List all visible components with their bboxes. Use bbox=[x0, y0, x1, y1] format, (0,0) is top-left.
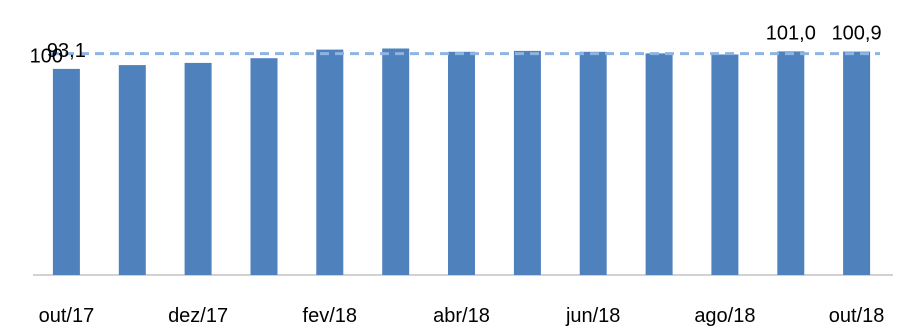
bar-mai-18 bbox=[513, 50, 541, 276]
bar-jun-18 bbox=[579, 51, 607, 275]
bar-out-17 bbox=[52, 68, 80, 276]
x-tick-label-fev-18: fev/18 bbox=[303, 305, 357, 327]
x-tick-label-abr-18: abr/18 bbox=[433, 305, 490, 327]
data-label-out-17: 93,1 bbox=[47, 40, 86, 62]
x-tick-label-jun-18: jun/18 bbox=[565, 305, 621, 327]
bar-nov-17 bbox=[118, 65, 146, 275]
bar-jul-18 bbox=[645, 53, 673, 276]
bar-fev-18 bbox=[316, 49, 344, 275]
bar-ago-18 bbox=[711, 54, 739, 275]
data-label-set-18: 101,0 bbox=[766, 22, 816, 44]
x-tick-label-out-18: out/18 bbox=[829, 305, 885, 327]
bars-group bbox=[52, 48, 871, 276]
bar-set-18 bbox=[777, 51, 805, 276]
bar-dez-17 bbox=[184, 62, 212, 276]
x-tick-label-dez-17: dez/17 bbox=[168, 305, 228, 327]
x-tick-labels-group: out/17 dez/17 fev/18 abr/18 jun/18 ago/18 out/… bbox=[39, 305, 885, 327]
x-tick-label-ago-18: ago/18 bbox=[694, 305, 755, 327]
bar-mar-18 bbox=[382, 48, 410, 275]
x-tick-label-out-17: out/17 bbox=[39, 305, 95, 327]
data-labels-group: 93,1 101,0 100,9 bbox=[47, 22, 882, 62]
bar-jan-18 bbox=[250, 58, 278, 276]
data-label-out-18: 100,9 bbox=[832, 23, 882, 45]
bar-abr-18 bbox=[448, 51, 475, 275]
reference-line-label: 100 bbox=[30, 46, 63, 68]
bar-out-18 bbox=[843, 51, 871, 275]
